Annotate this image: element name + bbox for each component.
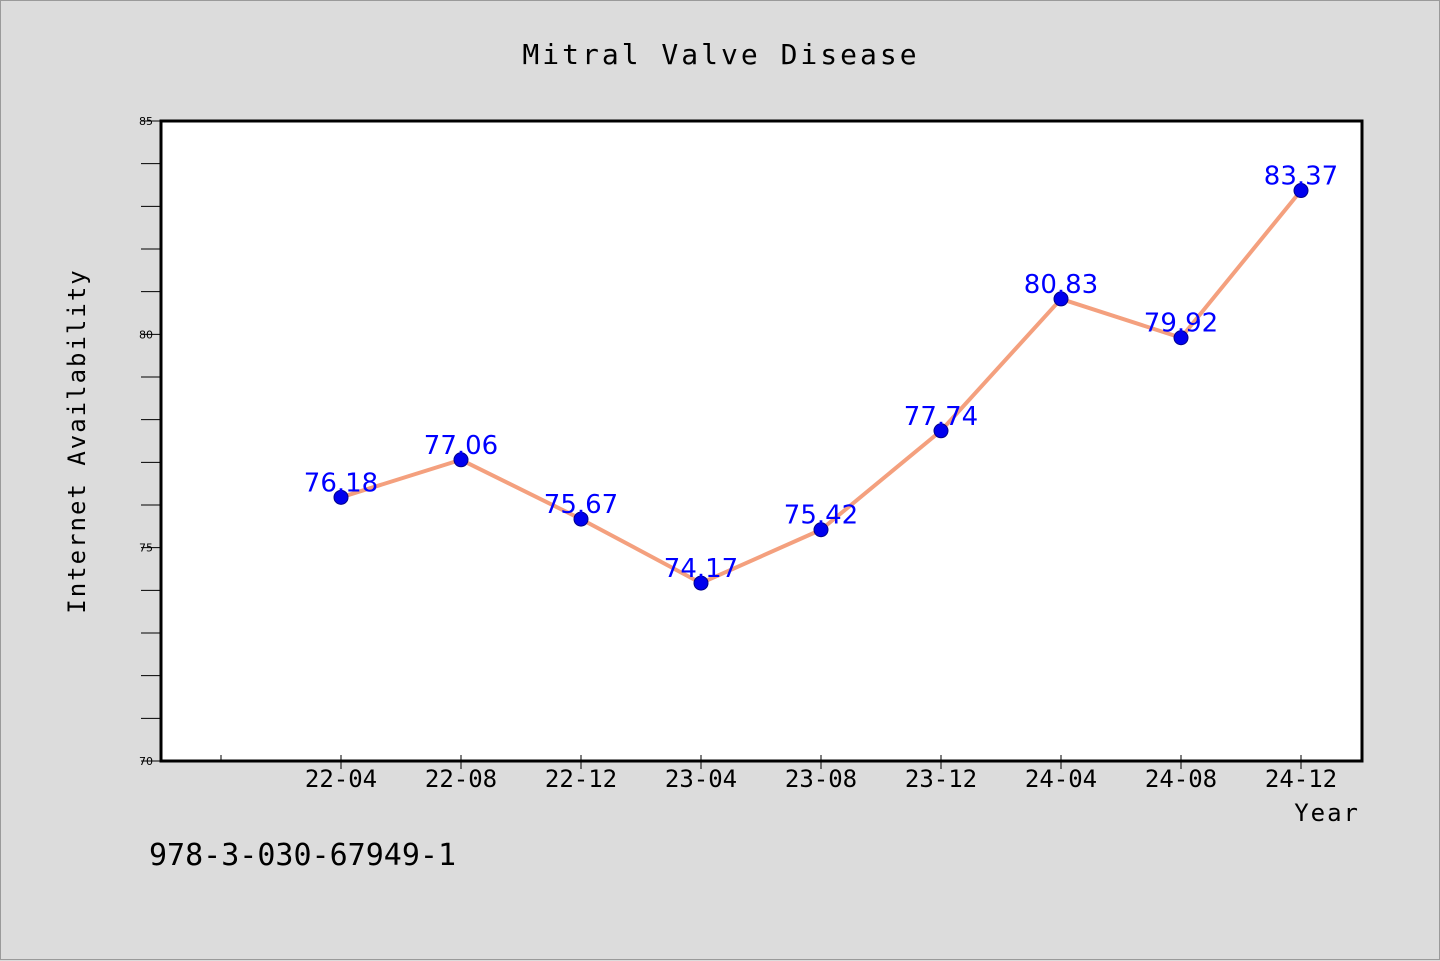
caption-text: 978-3-030-67949-1 [149,838,456,873]
data-point [813,522,829,538]
y-tick-label: 70 [139,755,153,768]
y-axis: 70 75 80 85 [139,115,161,768]
data-point [333,489,349,505]
data-label: 79.92 [1144,309,1218,339]
data-point [453,452,469,468]
x-tick-label: 22-04 [305,765,377,793]
data-label: 76.18 [304,468,378,498]
data-point [693,575,709,591]
data-label: 83.37 [1264,162,1338,192]
y-axis-title: Internet Availability [63,268,91,613]
x-tick-label: 23-12 [905,765,977,793]
x-tick-label: 22-12 [545,765,617,793]
data-label: 80.83 [1024,270,1098,300]
chart-title: Mitral Valve Disease [522,38,919,71]
data-point [1293,183,1309,199]
data-label: 75.42 [784,501,858,531]
data-label: 77.74 [904,402,978,432]
x-tick-label: 22-08 [425,765,497,793]
x-tick-label: 24-12 [1265,765,1337,793]
y-tick-label: 85 [139,115,153,128]
data-point [1053,291,1069,307]
plot-area [159,119,1364,763]
data-label: 75.67 [544,490,618,520]
data-point [1173,330,1189,346]
x-axis: 22-04 22-08 22-12 23-04 23-08 23-12 24-04 24-08… [220,755,1337,793]
x-tick-label: 23-08 [785,765,857,793]
data-point [933,423,949,439]
x-tick-label: 23-04 [665,765,737,793]
data-label: 74.17 [664,554,738,584]
x-tick-label: 24-08 [1145,765,1217,793]
x-axis-title: Year [1294,799,1360,827]
x-tick-label: 24-04 [1025,765,1097,793]
data-label-layer: 76.18 77.06 75.67 74.17 75.42 77.74 80.83 79.92… [304,162,1338,585]
y-tick-label: 75 [139,542,153,555]
data-label: 77.06 [424,431,498,461]
data-point [573,511,589,527]
series-layer [333,183,1309,591]
y-tick-label: 80 [139,328,153,341]
